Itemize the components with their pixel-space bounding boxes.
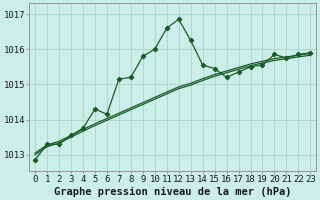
X-axis label: Graphe pression niveau de la mer (hPa): Graphe pression niveau de la mer (hPa): [54, 186, 292, 197]
